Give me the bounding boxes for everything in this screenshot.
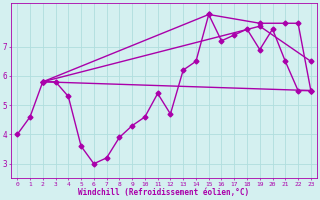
X-axis label: Windchill (Refroidissement éolien,°C): Windchill (Refroidissement éolien,°C) xyxy=(78,188,250,197)
